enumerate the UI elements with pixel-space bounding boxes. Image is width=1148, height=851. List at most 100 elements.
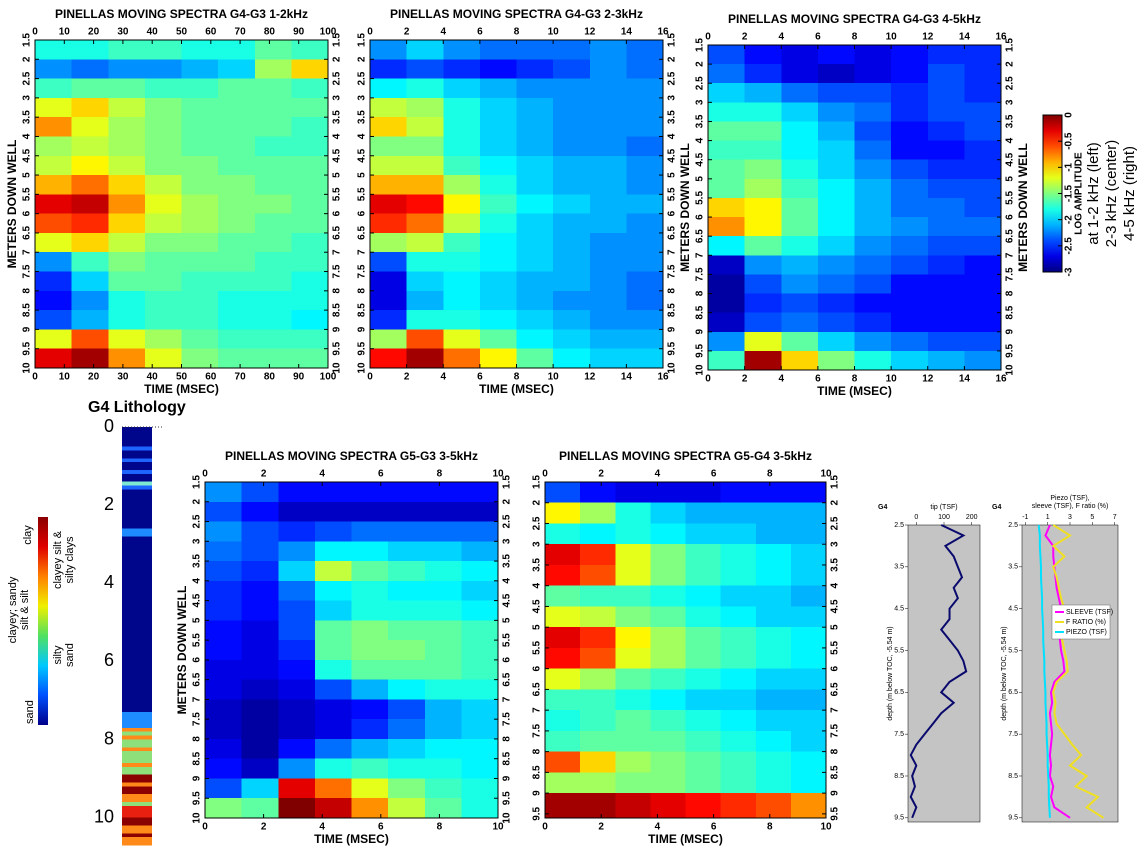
heatmap-cell [817,140,855,161]
heatmap-cell [817,255,855,275]
x-tick-label: 6 [711,822,717,833]
heatmap-cell [964,102,1002,122]
heatmap-cell [291,97,329,118]
heatmap-cell [580,730,616,753]
heatmap-cell [443,290,481,311]
heatmap-cell [516,194,554,215]
heatmap-cell [650,523,686,545]
heatmap-cell [927,331,965,352]
heatmap-cell [553,175,591,195]
heatmap-cell [615,606,651,628]
heatmap-cell [685,813,722,819]
legend-label: F RATIO (%) [1066,619,1106,626]
heatmap-cell [291,271,329,292]
heatmap-cell [781,350,819,371]
heatmap-cell [71,290,109,311]
heatmap-cell [580,502,616,524]
y-tick-label: 6.5 [894,689,904,696]
heatmap-cell [181,232,219,253]
lithology-layer [122,747,152,752]
heatmap-cell [891,236,929,256]
heatmap-cell [553,59,591,80]
heatmap-cell [218,290,256,311]
y-tick-label: 6 [332,210,343,216]
y-tick-label: 9.5 [332,341,343,355]
x-tick-label: 4 [440,372,446,383]
heatmap-cell [516,310,554,330]
y-tick-label: 9 [1005,329,1016,335]
x-tick-label: 6 [378,469,384,480]
heatmap-cell [755,772,792,794]
y-tick-label: 2 [502,499,513,505]
heatmap-cell [516,232,554,253]
lithology-layer [122,731,152,736]
heatmap-cell [553,329,591,350]
heatmap-cell [744,64,782,84]
heatmap-cell [479,310,517,330]
heatmap-cell [205,679,243,700]
heatmap-cell [479,232,517,253]
heatmap-cell [314,501,352,523]
x-tick-label: 4 [778,32,784,43]
heatmap-cell [891,140,929,161]
heatmap-cell [744,236,782,256]
heatmap-cell [626,310,664,330]
heatmap-cell [291,155,329,176]
heatmap-cell [891,331,929,352]
heatmap-cell [479,252,517,273]
heatmap-cell [708,121,746,142]
y-tick-label: 1.5 [532,475,543,489]
lithology-layer [122,825,152,834]
heatmap-cell [424,778,462,799]
y-tick-label: 3 [532,541,543,547]
colorbar-tick-label: -0.5 [1064,132,1075,150]
heatmap-cell [424,699,462,720]
y-tick-label: 4.5 [502,593,513,607]
heatmap-cell [781,121,819,142]
heatmap-cell [854,159,892,180]
heatmap-cell [927,350,965,371]
heatmap-cell [790,710,827,732]
y-tick-label: 9.5 [502,791,513,805]
heatmap-cell [516,59,554,80]
heatmap-cell [291,175,329,195]
heatmap-cell [891,102,929,122]
heatmap-cell [443,310,481,330]
x-tick-label: 2 [742,32,748,43]
heatmap-cell [370,232,408,253]
heatmap-cell [291,213,329,234]
heatmap-cell [291,194,329,215]
heatmap-cell [650,564,686,587]
x-tick-label: 8 [767,469,773,480]
heatmap-cell [479,155,517,176]
y-tick-label: 4.5 [1008,606,1018,613]
heatmap-cell [891,178,929,199]
heatmap-cell [370,213,408,234]
heatmap-cell [545,793,581,815]
heatmap-cell [626,232,664,253]
heatmap-cell [854,45,892,65]
heatmap-cells [370,40,664,369]
y-tick-label: 8.5 [502,751,513,765]
heatmap-cell [181,271,219,292]
heatmap-cell [35,78,73,99]
heatmap-cell [144,348,182,369]
heatmap-cell [314,699,352,720]
x-tick-label: 8 [437,469,443,480]
heatmap-cell [218,329,256,350]
heatmap-cell [744,312,782,333]
heatmap-cell [516,348,554,369]
y-tick-label: 4 [1005,137,1016,143]
y-tick-label: 6 [830,665,841,671]
heatmap-cell [424,738,462,760]
heatmap-cell [708,217,746,237]
y-tick-label: 5.5 [667,187,678,201]
heatmap-cell [108,271,146,292]
heatmap-cells [708,45,1002,371]
heatmap-cell [254,290,292,311]
heatmap-cell [388,521,426,542]
y-tick-label: 6.5 [667,226,678,240]
x-tick-label: 8 [852,32,858,43]
y-tick-label: 4 [357,133,368,139]
y-tick-label: 8 [104,728,114,748]
